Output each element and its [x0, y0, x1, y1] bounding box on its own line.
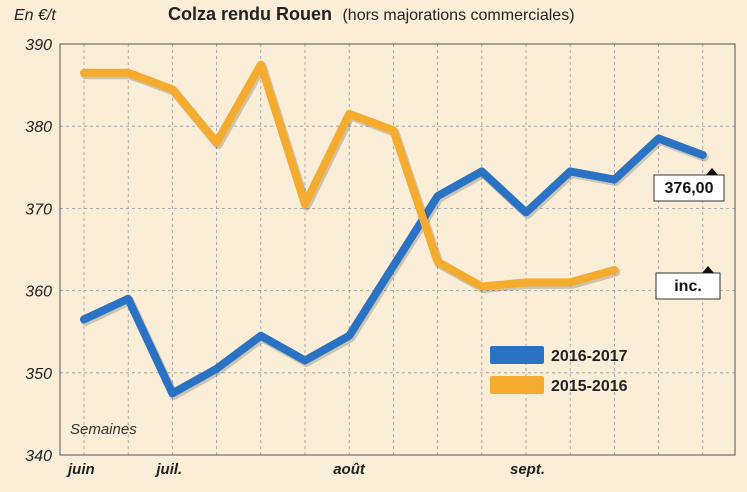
series-line — [80, 134, 707, 398]
chart-callouts: 376,00 inc. — [653, 168, 725, 300]
x-tick-label: juin — [66, 461, 95, 478]
chart-subtitle: (hors majorations commerciales) — [342, 7, 574, 24]
callout-box — [653, 174, 725, 202]
callout-arrow — [702, 266, 714, 273]
callout-text: inc. — [674, 278, 702, 295]
legend-label: 2015-2016 — [551, 378, 628, 395]
legend-label: 2016-2017 — [551, 348, 628, 365]
y-axis-unit-label: En €/t — [14, 7, 56, 24]
y-tick-label: 390 — [25, 37, 52, 54]
y-tick-label: 360 — [25, 284, 52, 301]
chart-legend: 2016-2017 2015-2016 — [490, 346, 628, 395]
series-line — [80, 60, 619, 291]
legend-swatch — [490, 346, 544, 364]
plot-frame — [59, 43, 736, 456]
x-tick-label: sept. — [510, 461, 545, 478]
legend-swatch — [490, 376, 544, 394]
x-tick-label: juil. — [154, 461, 182, 478]
y-tick-label: 380 — [25, 119, 52, 136]
chart-series — [80, 60, 709, 400]
callout-text: 376,00 — [665, 180, 714, 197]
y-tick-label: 370 — [25, 201, 52, 218]
x-axis-ticks: juin juil. août sept. — [66, 461, 545, 478]
series-line-shadow — [81, 62, 621, 293]
y-tick-label: 340 — [25, 448, 52, 465]
y-axis-ticks: 340 350 360 370 380 390 — [25, 37, 52, 465]
chart-title: Colza rendu Rouen (hors majorations comm… — [168, 4, 575, 24]
callout-arrow — [706, 168, 718, 175]
y-tick-label: 350 — [25, 366, 52, 383]
callout-box — [655, 272, 721, 300]
chart-title-main: Colza rendu Rouen — [168, 4, 332, 24]
chart-grid — [60, 44, 735, 455]
x-tick-label: août — [333, 461, 366, 478]
x-axis-label: Semaines — [70, 421, 137, 438]
